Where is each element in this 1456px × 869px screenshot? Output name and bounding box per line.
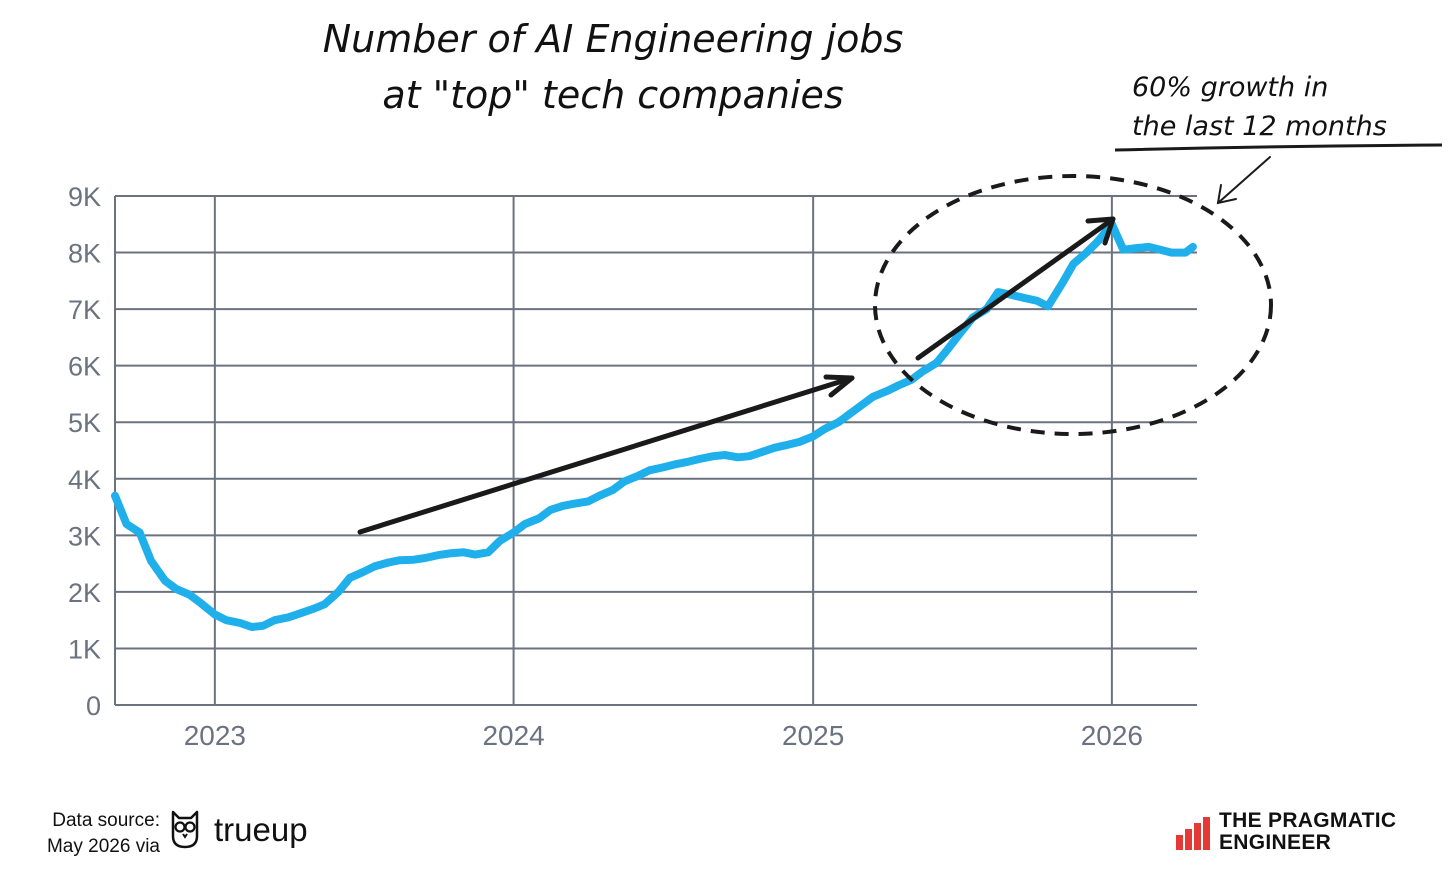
trueup-brand: trueup [168, 806, 308, 854]
grid-layer [114, 195, 1197, 706]
x-axis-ticks: 2023 2024 2025 2026 [184, 720, 1143, 751]
y-tick-label: 5K [68, 408, 101, 438]
x-tick-label: 2026 [1081, 720, 1143, 751]
y-tick-label: 6K [68, 352, 101, 382]
annotation-underline [1114, 143, 1443, 152]
bar-chart-logo-icon [1175, 816, 1211, 854]
annotation-line-2: the last 12 months [1132, 111, 1387, 142]
x-tick-label: 2023 [184, 720, 246, 751]
data-source-line-1: Data source: [52, 810, 160, 831]
publisher-wordmark: THE PRAGMATIC ENGINEER [1219, 809, 1397, 854]
trend-arrow-2-head [1085, 216, 1116, 246]
annotation-pointer [1216, 156, 1271, 205]
chart-title-line-2: at "top" tech companies [382, 73, 843, 117]
trend-arrow-1 [357, 375, 855, 535]
y-tick-label: 7K [68, 295, 101, 325]
y-tick-label: 9K [68, 182, 101, 212]
y-tick-label: 4K [68, 465, 101, 495]
y-tick-label: 0 [86, 691, 101, 721]
data-source-line-2: May 2026 via [46, 836, 160, 857]
series-line [111, 220, 1197, 631]
trueup-wordmark: trueup [214, 811, 308, 848]
data-source: Data source: May 2026 via [30, 808, 160, 860]
x-tick-label: 2025 [782, 720, 844, 751]
trend-arrow-1-head [823, 374, 855, 398]
publisher-brand: THE PRAGMATIC ENGINEER [1175, 810, 1456, 854]
x-tick-label: 2024 [482, 720, 544, 751]
annotation-line-1: 60% growth in [1132, 72, 1328, 103]
owl-icon [168, 806, 202, 854]
trend-arrow-2 [915, 216, 1116, 361]
y-tick-label: 8K [68, 239, 101, 269]
y-tick-label: 1K [68, 634, 101, 664]
highlight-ellipse [873, 174, 1273, 436]
chart-title-line-1: Number of AI Engineering jobs [323, 17, 904, 61]
trend-arrows [357, 216, 1116, 535]
y-tick-label: 3K [68, 521, 101, 551]
y-tick-label: 2K [68, 578, 101, 608]
y-axis-ticks: 0 1K 2K 3K 4K 5K 6K 7K 8K 9K [68, 182, 101, 721]
